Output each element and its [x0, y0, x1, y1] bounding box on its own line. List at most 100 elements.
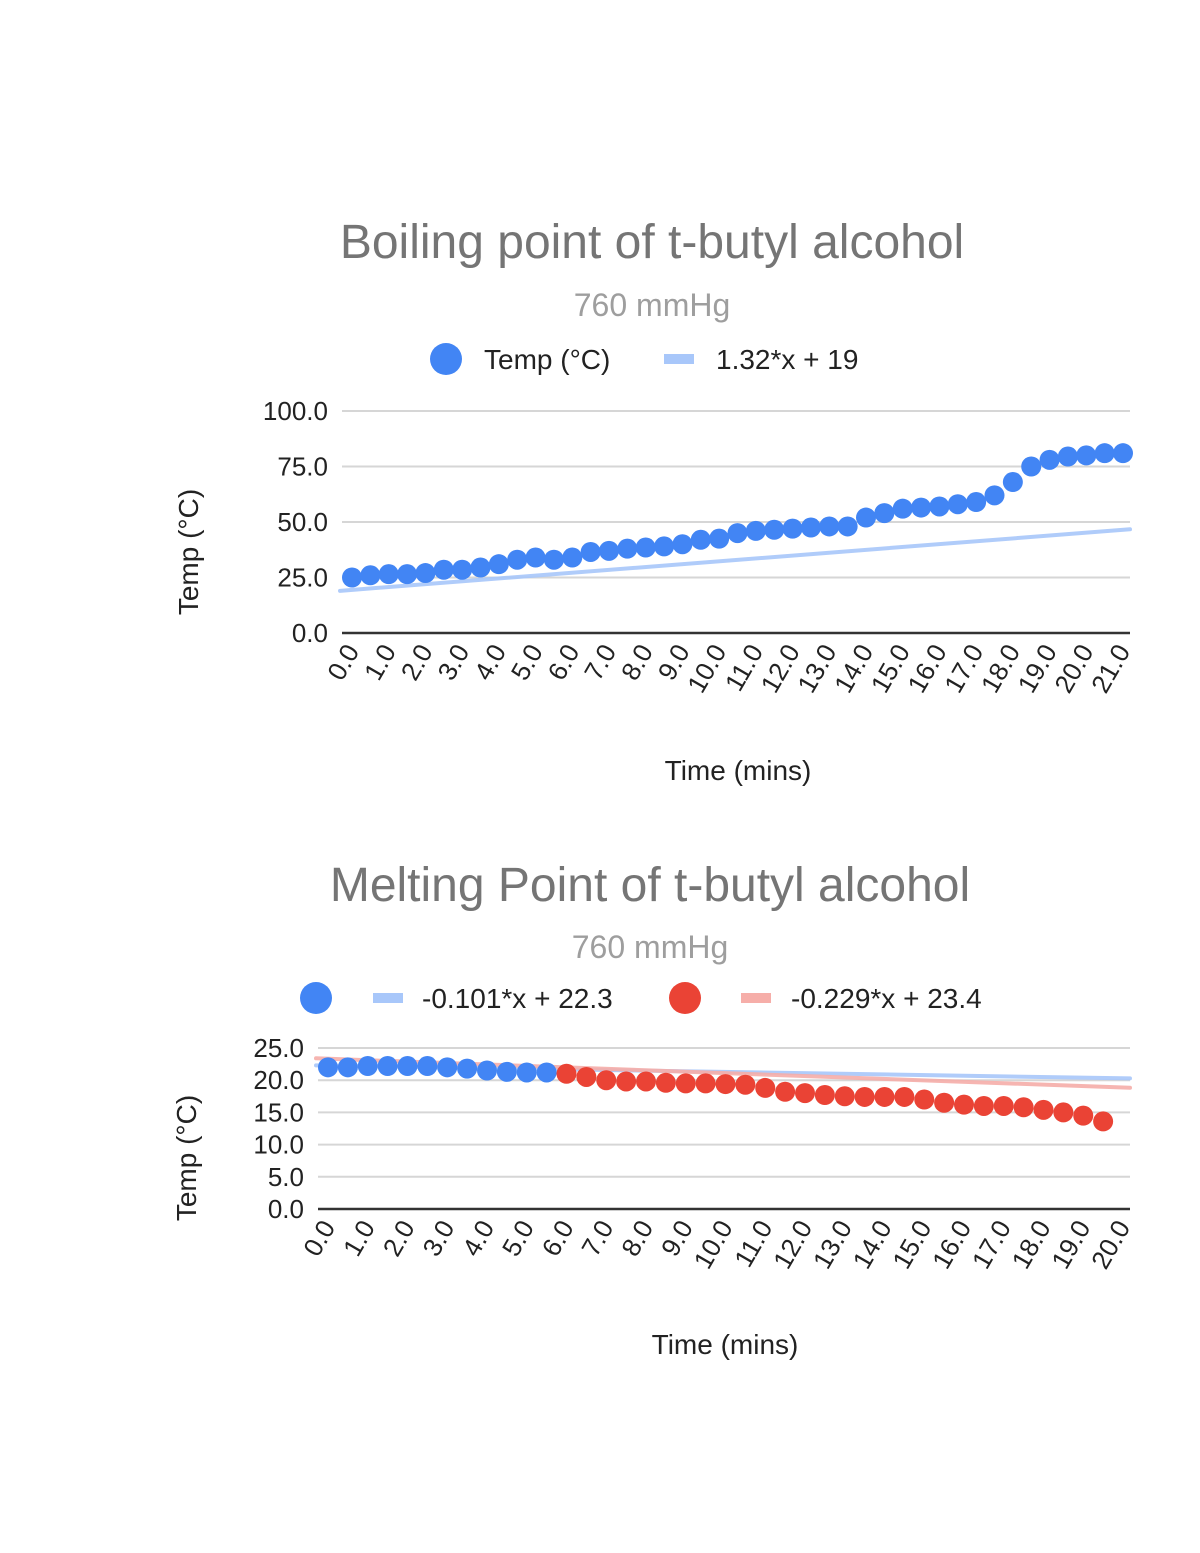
- data-point-series-2: [576, 1066, 597, 1087]
- data-point-series-1: [966, 492, 987, 513]
- x-tick-label: 15.0: [865, 639, 916, 698]
- data-point-series-1: [599, 540, 619, 561]
- data-point-series-1: [690, 529, 711, 550]
- data-point-series-1: [947, 494, 968, 515]
- x-tick-label: 7.0: [575, 1215, 619, 1261]
- y-tick-label: 25.0: [277, 563, 328, 593]
- data-point-series-2: [1053, 1102, 1074, 1123]
- data-point-series-1: [1113, 443, 1133, 464]
- data-point-series-1: [764, 519, 785, 540]
- data-point-series-2: [1073, 1105, 1094, 1126]
- trendlines: [338, 527, 1132, 593]
- x-tick-label: 5.0: [505, 639, 549, 685]
- data-point-series-1: [543, 549, 564, 570]
- legend-label-temp: Temp (°C): [484, 344, 610, 375]
- chart-subtitle: 760 mmHg: [574, 287, 731, 323]
- y-tick-label: 5.0: [268, 1162, 304, 1192]
- x-tick-label: 19.0: [1011, 639, 1062, 698]
- data-point-series-1: [635, 537, 656, 558]
- legend-label-trendline-1: -0.101*x + 22.3: [422, 983, 613, 1014]
- data-point-series-1: [1094, 443, 1115, 464]
- x-axis-ticks: 0.01.02.03.04.05.06.07.08.09.010.011.012…: [297, 1215, 1136, 1274]
- data-point-series-1: [507, 549, 528, 570]
- x-tick-label: 8.0: [615, 639, 659, 685]
- data-point-series-1: [536, 1062, 557, 1083]
- data-point-series-2: [695, 1073, 716, 1094]
- grid: [342, 410, 1130, 635]
- legend-marker-trendline: [664, 354, 694, 364]
- data-point-series-1: [672, 534, 693, 555]
- data-point-series-2: [954, 1094, 974, 1115]
- x-tick-label: 8.0: [615, 1215, 659, 1261]
- data-point-series-2: [675, 1073, 696, 1094]
- trendline-1: [338, 527, 1132, 593]
- legend-marker-trendline-2: [741, 993, 771, 1003]
- x-tick-label: 10.0: [687, 1215, 738, 1274]
- x-tick-label: 15.0: [886, 1215, 937, 1274]
- data-point-series-1: [452, 559, 473, 580]
- data-point-series-2: [854, 1086, 875, 1107]
- data-point-series-1: [1021, 456, 1042, 477]
- data-point-series-2: [616, 1071, 637, 1092]
- data-point-series-2: [914, 1089, 935, 1110]
- y-tick-label: 20.0: [253, 1065, 304, 1095]
- data-point-series-1: [856, 507, 876, 528]
- y-tick-label: 0.0: [268, 1194, 304, 1224]
- x-tick-label: 6.0: [541, 639, 585, 685]
- x-tick-label: 14.0: [846, 1215, 897, 1274]
- x-tick-label: 16.0: [926, 1215, 977, 1274]
- chart-title: Boiling point of t-butyl alcohol: [340, 216, 964, 269]
- data-point-series-1: [377, 1056, 398, 1077]
- data-point-series-1: [654, 536, 675, 557]
- data-point-series-2: [636, 1071, 656, 1092]
- x-tick-label: 4.0: [468, 639, 512, 685]
- data-point-series-1: [415, 563, 436, 584]
- data-point-series-1: [1057, 446, 1078, 467]
- data-point-series-1: [470, 557, 491, 578]
- y-axis-ticks: 0.0 25.0 50.0 75.0 100.0: [263, 396, 328, 648]
- data-point-series-1: [397, 1056, 418, 1077]
- x-tick-label: 7.0: [578, 639, 622, 685]
- x-tick-label: 19.0: [1045, 1215, 1096, 1274]
- data-point-series-2: [814, 1085, 835, 1106]
- legend-marker-series-2: [669, 982, 701, 1014]
- x-tick-label: 3.0: [416, 1215, 460, 1261]
- legend: -0.101*x + 22.3 -0.229*x + 23.4: [300, 982, 982, 1014]
- melting-point-chart: Melting Point of t-butyl alcohol 760 mmH…: [171, 859, 1136, 1360]
- data-point-series-2: [934, 1092, 955, 1113]
- data-point-series-1: [488, 554, 509, 575]
- data-point-series-1: [357, 1056, 378, 1077]
- data-point-series-1: [318, 1057, 338, 1078]
- legend-label-trendline-2: -0.229*x + 23.4: [791, 983, 982, 1014]
- chart-title: Melting Point of t-butyl alcohol: [330, 859, 970, 912]
- x-tick-label: 12.0: [754, 639, 805, 698]
- data-point-series-2: [993, 1095, 1014, 1116]
- data-point-series-1: [1039, 449, 1060, 470]
- legend-marker-trendline-1: [373, 993, 403, 1003]
- x-tick-label: 2.0: [377, 1215, 421, 1261]
- x-tick-label: 10.0: [681, 639, 732, 698]
- data-point-series-1: [617, 538, 638, 559]
- data-point-series-2: [735, 1074, 756, 1095]
- legend: Temp (°C) 1.32*x + 19: [430, 343, 858, 375]
- data-point-series-1: [745, 520, 766, 541]
- x-tick-label: 3.0: [431, 639, 475, 685]
- x-tick-label: 6.0: [536, 1215, 580, 1261]
- data-point-series-1: [496, 1061, 517, 1082]
- data-point-series-2: [834, 1086, 855, 1107]
- x-tick-label: 20.0: [1085, 1215, 1136, 1274]
- y-tick-label: 0.0: [292, 618, 328, 648]
- data-point-series-2: [1013, 1097, 1034, 1118]
- y-axis-title: Temp (°C): [171, 1095, 202, 1221]
- data-point-series-2: [1033, 1099, 1054, 1120]
- x-tick-label: 13.0: [807, 1215, 858, 1274]
- y-axis-ticks: 0.05.010.015.020.025.0: [253, 1033, 304, 1224]
- data-point-series-1: [709, 528, 730, 549]
- x-tick-label: 20.0: [1048, 639, 1099, 698]
- data-point-series-1: [580, 541, 601, 562]
- data-point-series-1: [516, 1062, 537, 1083]
- data-point-series-1: [457, 1058, 478, 1079]
- data-point-series-2: [1093, 1111, 1114, 1132]
- x-tick-label: 21.0: [1085, 639, 1136, 698]
